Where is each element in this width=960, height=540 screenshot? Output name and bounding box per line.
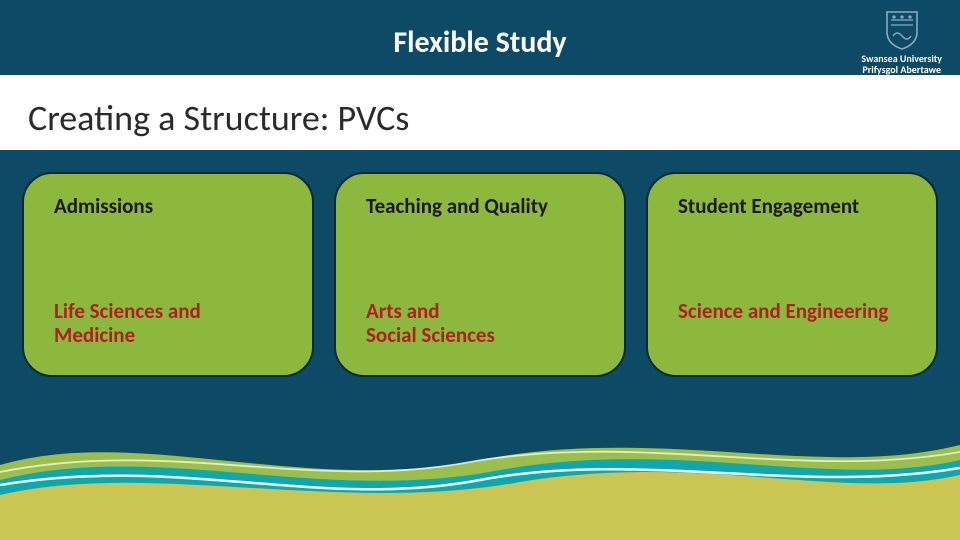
slide-title: Flexible Study <box>393 24 566 61</box>
logo-secondary-text: Prifysgol Abertawe <box>862 64 941 75</box>
slide-subtitle: Creating a Structure: PVCs <box>0 85 960 150</box>
panel-2-top: Teaching and Quality <box>366 194 548 218</box>
slide: Flexible Study Swansea University Prifys… <box>0 0 960 540</box>
panel-1-top: Admissions <box>54 194 153 218</box>
panel-1: Admissions Life Sciences and Medicine <box>22 172 314 377</box>
panel-3-bottom: Science and Engineering <box>678 299 888 323</box>
panel-3-top: Student Engagement <box>678 194 859 218</box>
university-logo: Swansea University Prifysgol Abertawe <box>861 10 942 75</box>
panel-2: Teaching and Quality Arts andSocial Scie… <box>334 172 626 377</box>
header-divider <box>0 75 960 85</box>
wave-decoration <box>0 410 960 540</box>
header-bar: Flexible Study <box>0 12 960 72</box>
panel-3: Student Engagement Science and Engineeri… <box>646 172 938 377</box>
panel-1-bottom: Life Sciences and Medicine <box>54 299 286 347</box>
panel-row: Admissions Life Sciences and Medicine Te… <box>22 172 938 377</box>
shield-icon <box>885 10 919 50</box>
panel-2-bottom: Arts andSocial Sciences <box>366 299 495 347</box>
